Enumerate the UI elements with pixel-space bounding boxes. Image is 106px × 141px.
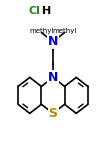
Text: S: S: [49, 107, 57, 120]
Text: methyl: methyl: [52, 28, 77, 34]
Text: N: N: [48, 71, 58, 84]
Text: N: N: [48, 35, 58, 48]
Text: H: H: [42, 6, 51, 16]
Text: methyl: methyl: [29, 28, 54, 34]
Text: Cl: Cl: [29, 6, 41, 16]
